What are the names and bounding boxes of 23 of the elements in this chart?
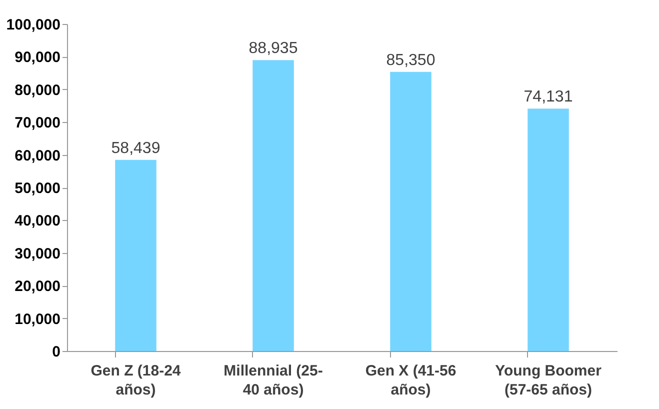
y-tick-label: 100,000 — [6, 16, 60, 34]
bar — [528, 108, 569, 351]
y-tick-label: 40,000 — [14, 212, 60, 230]
y-tick-label: 30,000 — [14, 245, 60, 262]
data-label: 88,935 — [248, 40, 298, 58]
y-tick-label: 50,000 — [14, 180, 60, 197]
data-label: 74,131 — [524, 88, 573, 106]
x-tick-label: Gen Z (18-24 años) — [90, 362, 182, 398]
y-tick-label: 20,000 — [14, 278, 60, 296]
bar — [115, 160, 156, 351]
x-tick-label: Gen X (41-56 años) — [365, 362, 456, 398]
data-label: 58,439 — [111, 140, 160, 157]
y-tick-label: 60,000 — [14, 147, 60, 164]
y-tick-label: 70,000 — [14, 114, 60, 132]
y-tick-label: 90,000 — [14, 49, 60, 66]
x-tick-label: Young Boomer (57-65 años) — [495, 362, 602, 398]
y-tick-label: 0 — [52, 344, 60, 360]
bar — [252, 60, 294, 351]
y-tick-label: 10,000 — [14, 310, 60, 328]
data-label: 85,350 — [386, 52, 436, 69]
bar — [390, 72, 432, 351]
x-tick-label: Millennial (25-40 años) — [224, 362, 323, 398]
y-tick-label: 80,000 — [14, 82, 60, 99]
